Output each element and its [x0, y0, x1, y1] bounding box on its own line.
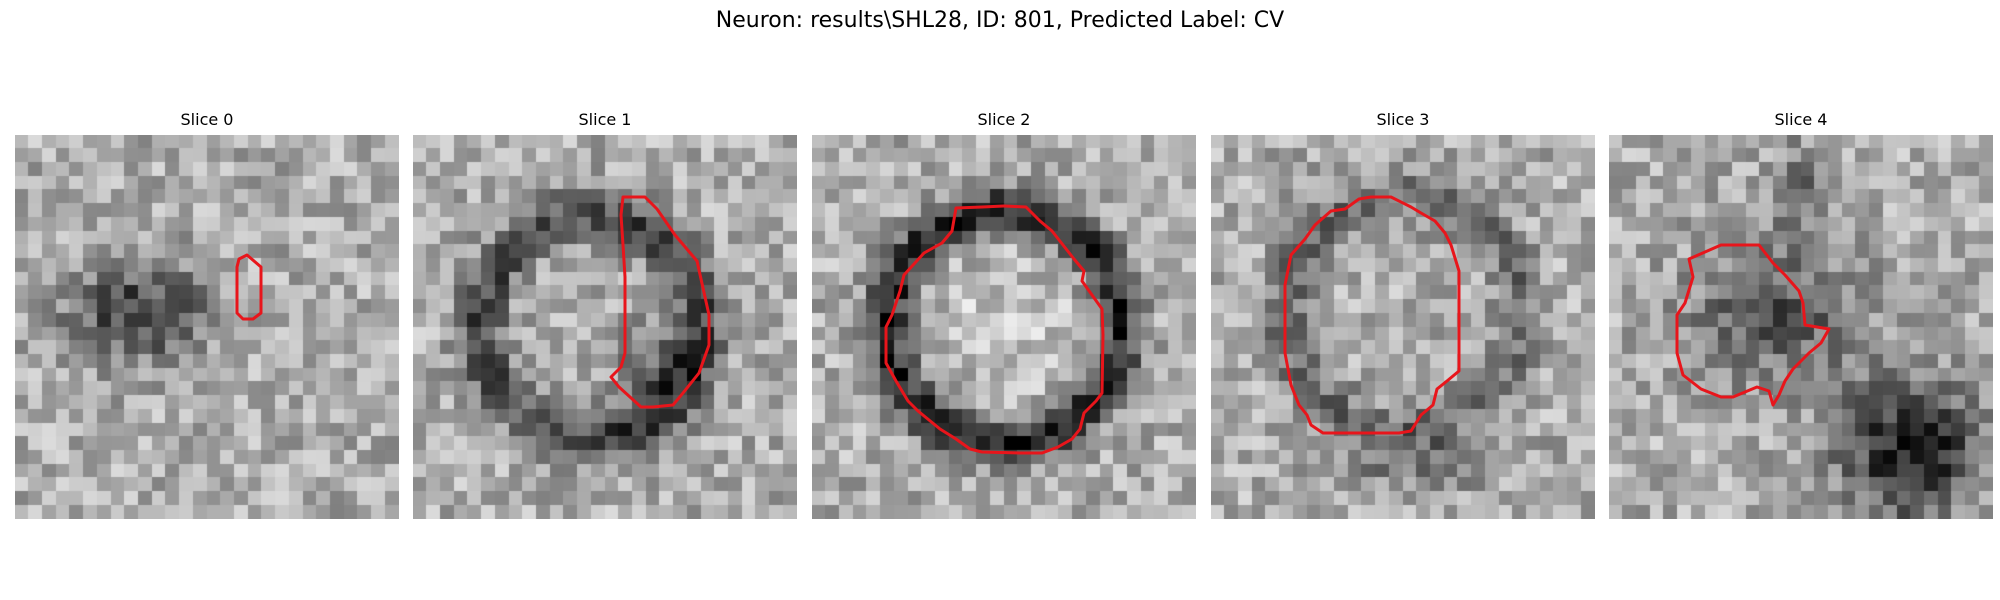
slice-panel-0: Slice 0: [15, 108, 399, 519]
segmentation-contour: [1675, 243, 1831, 407]
grayscale-slice-image: [413, 135, 797, 519]
slice-title: Slice 2: [977, 110, 1031, 129]
slice-title: Slice 1: [578, 110, 632, 129]
slice-panel-3: Slice 3: [1211, 108, 1595, 519]
segmentation-contour: [235, 253, 263, 321]
slice-title: Slice 3: [1376, 110, 1430, 129]
segmentation-contour: [884, 204, 1105, 455]
figure-title: Neuron: results\SHL28, ID: 801, Predicte…: [715, 8, 1285, 33]
grayscale-slice-image: [15, 135, 399, 519]
segmentation-contour: [1283, 195, 1461, 435]
slice-panel-4: Slice 4: [1609, 108, 1993, 519]
grayscale-slice-image: [812, 135, 1196, 519]
grayscale-slice-image: [1609, 135, 1993, 519]
segmentation-contour: [609, 195, 711, 409]
grayscale-slice-image: [1211, 135, 1595, 519]
slice-panel-1: Slice 1: [413, 108, 797, 519]
slice-title: Slice 0: [180, 110, 234, 129]
slice-panel-2: Slice 2: [812, 108, 1196, 519]
slice-title: Slice 4: [1774, 110, 1828, 129]
